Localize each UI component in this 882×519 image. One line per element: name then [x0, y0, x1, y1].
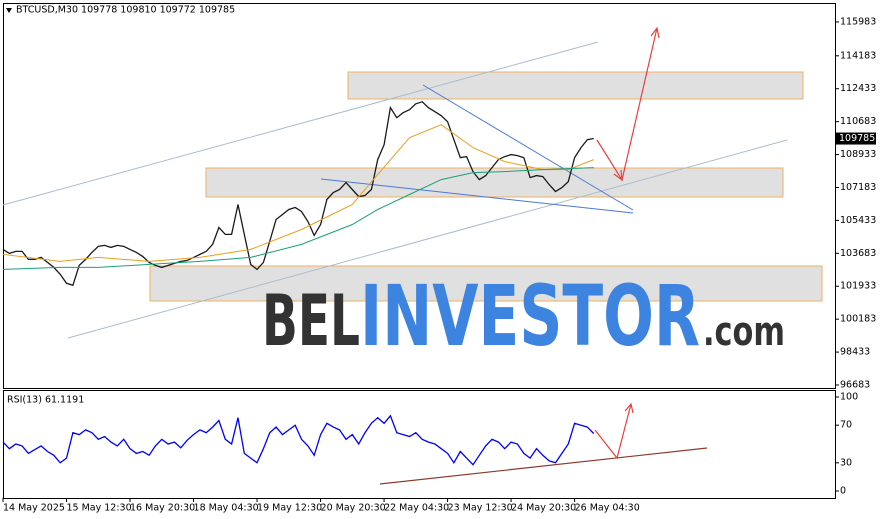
x-tick-label: 26 May 04:30	[575, 503, 640, 514]
y-tick-label: 103683	[840, 248, 876, 259]
rsi-title: RSI(13) 61.1191	[7, 395, 84, 406]
y-tick-label: 96683	[840, 380, 870, 391]
y-tick-label: 107183	[840, 182, 876, 193]
y-tick-label: 112433	[840, 83, 876, 94]
title-icon	[6, 8, 12, 13]
support-zone	[149, 265, 823, 302]
y-tick-label: 0	[840, 486, 846, 497]
channel-line	[2, 41, 599, 206]
y-tick-label: 30	[840, 457, 852, 468]
series-line	[2, 101, 594, 287]
y-tick-label: 108933	[840, 149, 876, 160]
last-price-label: 109785	[839, 133, 875, 144]
rsi-trend-line	[379, 447, 708, 485]
last-price-box	[836, 132, 876, 145]
rsi-panel	[3, 390, 836, 499]
resistance-zone	[347, 71, 804, 100]
arrow-head	[624, 402, 634, 414]
watermark-highlight: INVESTOR	[360, 267, 700, 365]
watermark-suffix: .com	[703, 309, 785, 355]
x-tick-label: 18 May 04:30	[194, 503, 259, 514]
y-tick-label: 115983	[840, 16, 876, 27]
x-tick-label: 16 May 20:30	[130, 503, 195, 514]
y-tick-label: 70	[840, 420, 852, 431]
rsi-forecast-arrow	[594, 403, 632, 460]
arrows	[379, 26, 708, 485]
y-tick-label: 100183	[840, 314, 876, 325]
arrow-head	[650, 26, 660, 39]
watermark: BEL INVESTOR .com	[262, 267, 785, 365]
x-tick-label: 23 May 12:30	[448, 503, 513, 514]
arrow-head	[613, 169, 623, 182]
y-tick-label: 105433	[840, 215, 876, 226]
y-tick-label: 98433	[840, 347, 870, 358]
x-tick-label: 22 May 04:30	[384, 503, 449, 514]
x-tick-label: 24 May 20:30	[511, 503, 576, 514]
channel-line	[67, 139, 788, 339]
trend-line	[422, 84, 634, 211]
y-tick-label: 114183	[840, 50, 876, 61]
y-tick-label: 101933	[840, 281, 876, 292]
chart-title: BTCUSD,M30 109778 109810 109772 109785	[16, 5, 235, 16]
y-tick-label: 100	[840, 391, 858, 402]
x-tick-label: 14 May 2025	[3, 503, 65, 514]
watermark-brand: BEL	[262, 280, 360, 362]
series-line	[2, 167, 594, 270]
y-tick-label: 110683	[840, 116, 876, 127]
x-tick-label: 19 May 12:30	[257, 503, 322, 514]
annotations	[2, 41, 823, 339]
x-tick-label: 20 May 20:30	[321, 503, 386, 514]
series-line	[2, 414, 595, 466]
support-zone	[205, 167, 784, 198]
x-tick-label: 15 May 12:30	[67, 503, 132, 514]
series-line	[2, 124, 594, 262]
